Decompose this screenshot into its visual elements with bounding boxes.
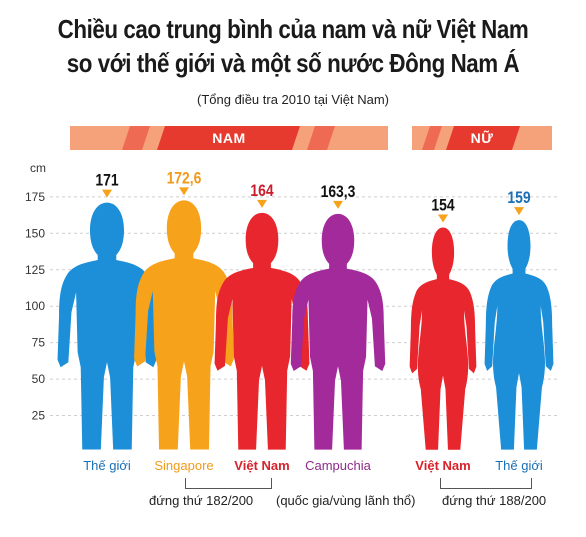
- figure-1: [134, 200, 234, 450]
- figure-3: [290, 213, 386, 450]
- figure-0: [57, 202, 157, 450]
- figure-2: [214, 212, 310, 450]
- countries-note: (quốc gia/vùng lãnh thổ): [276, 493, 416, 508]
- value-label-1: 172,6: [167, 169, 202, 188]
- category-label-0: Thế giới: [83, 458, 131, 473]
- female-band-label: NỮ: [470, 130, 494, 146]
- figure-5: [484, 220, 554, 450]
- female-band-stripes: [412, 126, 552, 150]
- chart-title-line1: Chiều cao trung bình của nam và nữ Việt …: [57, 14, 529, 44]
- female-rank-bracket: [440, 478, 532, 489]
- chart-title-line2: so với thế giới và một số nước Đông Nam …: [66, 48, 520, 78]
- female-rank-note: đứng thứ 188/200: [442, 493, 547, 508]
- value-label-0: 171: [95, 171, 119, 190]
- y-tick-150: 150: [25, 226, 45, 240]
- marker-4: [438, 214, 448, 223]
- male-band-label: NAM: [212, 130, 246, 146]
- male-band-stripes: [70, 126, 388, 150]
- y-tick-50: 50: [32, 372, 46, 386]
- category-label-4: Việt Nam: [415, 458, 470, 473]
- female-band: NỮ: [412, 126, 552, 150]
- male-rank-bracket: [185, 478, 272, 489]
- y-axis-unit: cm: [30, 161, 46, 175]
- category-label-3: Campuchia: [305, 458, 372, 473]
- category-label-2: Việt Nam: [234, 458, 289, 473]
- value-label-4: 154: [431, 196, 455, 215]
- marker-3: [333, 200, 343, 209]
- y-tick-100: 100: [25, 299, 45, 313]
- category-label-1: Singapore: [154, 458, 213, 473]
- value-label-3: 163,3: [321, 183, 356, 202]
- y-tick-25: 25: [32, 409, 46, 423]
- y-tick-125: 125: [25, 263, 45, 277]
- y-tick-75: 75: [32, 336, 46, 350]
- value-label-5: 159: [507, 189, 531, 208]
- y-tick-175: 175: [25, 190, 45, 204]
- male-rank-note: đứng thứ 182/200: [149, 493, 254, 508]
- chart-subtitle: (Tổng điều tra 2010 tại Việt Nam): [197, 92, 389, 107]
- category-label-5: Thế giới: [495, 458, 543, 473]
- value-label-2: 164: [250, 182, 274, 201]
- marker-2: [257, 199, 267, 208]
- marker-5: [514, 207, 524, 216]
- marker-0: [102, 189, 112, 198]
- figure-4: [409, 227, 477, 450]
- male-band: NAM: [70, 126, 388, 150]
- marker-1: [179, 187, 189, 196]
